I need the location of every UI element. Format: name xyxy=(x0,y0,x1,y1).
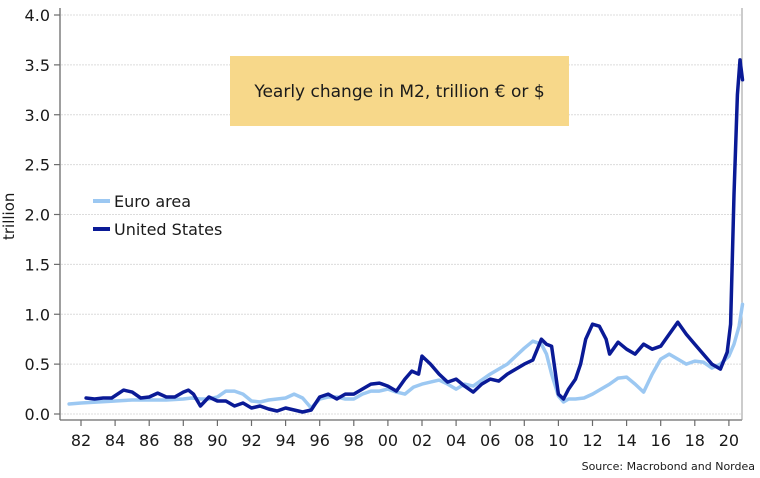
x-tick-label: 96 xyxy=(310,431,330,450)
title-background xyxy=(230,56,569,126)
y-tick-label: 4.0 xyxy=(25,6,50,25)
x-tick-label: 82 xyxy=(71,431,91,450)
x-tick-label: 04 xyxy=(446,431,466,450)
legend-item-united-states: United States xyxy=(93,220,222,239)
x-tick-label: 10 xyxy=(548,431,568,450)
x-tick-label: 20 xyxy=(719,431,739,450)
x-tick-label: 98 xyxy=(344,431,364,450)
y-ticks: 0.0 0.5 1.0 1.5 2.0 2.5 3.0 3.5 4.0 xyxy=(25,6,60,424)
y-tick-label: 1.0 xyxy=(25,305,50,324)
x-tick-label: 94 xyxy=(275,431,295,450)
chart-title: Yearly change in M2, trillion € or $ xyxy=(253,82,544,102)
title-box: Yearly change in M2, trillion € or $ xyxy=(230,56,569,126)
x-ticks: 82 84 86 88 90 92 94 96 98 00 02 04 06 08 10 12 14 16 18 20 xyxy=(71,420,739,450)
x-tick-label: 06 xyxy=(480,431,500,450)
x-tick-label: 16 xyxy=(651,431,671,450)
y-tick-label: 0.5 xyxy=(25,355,50,374)
x-tick-label: 90 xyxy=(207,431,227,450)
y-tick-label: 2.0 xyxy=(25,206,50,225)
series-line-united-states xyxy=(84,58,745,414)
legend-label-euro-area: Euro area xyxy=(114,192,191,211)
y-tick-label: 3.5 xyxy=(25,56,50,75)
legend-item-euro-area: Euro area xyxy=(93,192,191,211)
y-tick-label: 0.0 xyxy=(25,405,50,424)
x-tick-label: 84 xyxy=(105,431,125,450)
x-tick-label: 92 xyxy=(241,431,261,450)
x-tick-label: 88 xyxy=(173,431,193,450)
y-tick-label: 3.0 xyxy=(25,106,50,125)
source-note: Source: Macrobond and Nordea xyxy=(582,460,755,473)
legend-label-united-states: United States xyxy=(114,220,222,239)
y-tick-label: 2.5 xyxy=(25,156,50,175)
x-tick-label: 86 xyxy=(139,431,159,450)
x-tick-label: 12 xyxy=(582,431,602,450)
x-tick-label: 18 xyxy=(685,431,705,450)
y-axis-label: trillion xyxy=(0,193,18,240)
legend: Euro area United States xyxy=(93,192,222,239)
x-tick-label: 00 xyxy=(378,431,398,450)
x-tick-label: 02 xyxy=(412,431,432,450)
x-tick-label: 08 xyxy=(514,431,534,450)
y-tick-label: 1.5 xyxy=(25,255,50,274)
series-lines xyxy=(67,58,745,414)
series-line-euro-area xyxy=(67,302,745,410)
x-tick-label: 14 xyxy=(616,431,636,450)
